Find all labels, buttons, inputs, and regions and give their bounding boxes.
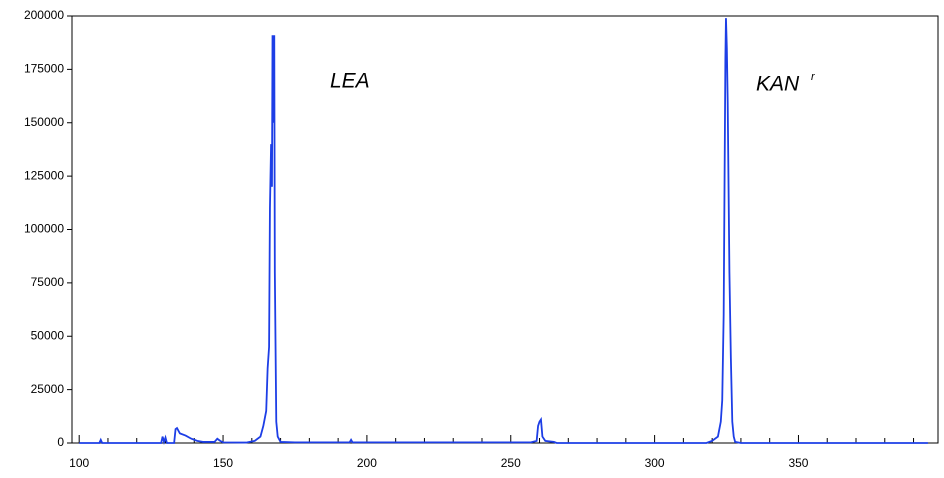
annotation: LEA — [330, 70, 370, 93]
trace-line — [79, 18, 928, 446]
annotation: KAN — [756, 73, 800, 96]
x-tick-label: 200 — [357, 456, 377, 470]
y-tick-label: 200000 — [24, 8, 64, 22]
y-tick-label: 175000 — [24, 62, 64, 76]
y-tick-label: 25000 — [31, 382, 65, 396]
y-tick-label: 50000 — [31, 328, 65, 342]
x-tick-label: 250 — [501, 456, 521, 470]
y-tick-label: 100000 — [24, 222, 64, 236]
plot-frame — [71, 15, 939, 444]
y-tick-label: 75000 — [31, 275, 65, 289]
y-tick-label: 125000 — [24, 168, 64, 182]
x-tick-label: 350 — [788, 456, 808, 470]
x-tick-label: 300 — [645, 456, 665, 470]
y-tick-label: 150000 — [24, 115, 64, 129]
annotation-superscript: r — [811, 71, 816, 83]
y-tick-label: 0 — [57, 435, 64, 449]
x-tick-label: 150 — [213, 456, 233, 470]
x-tick-label: 100 — [69, 456, 89, 470]
